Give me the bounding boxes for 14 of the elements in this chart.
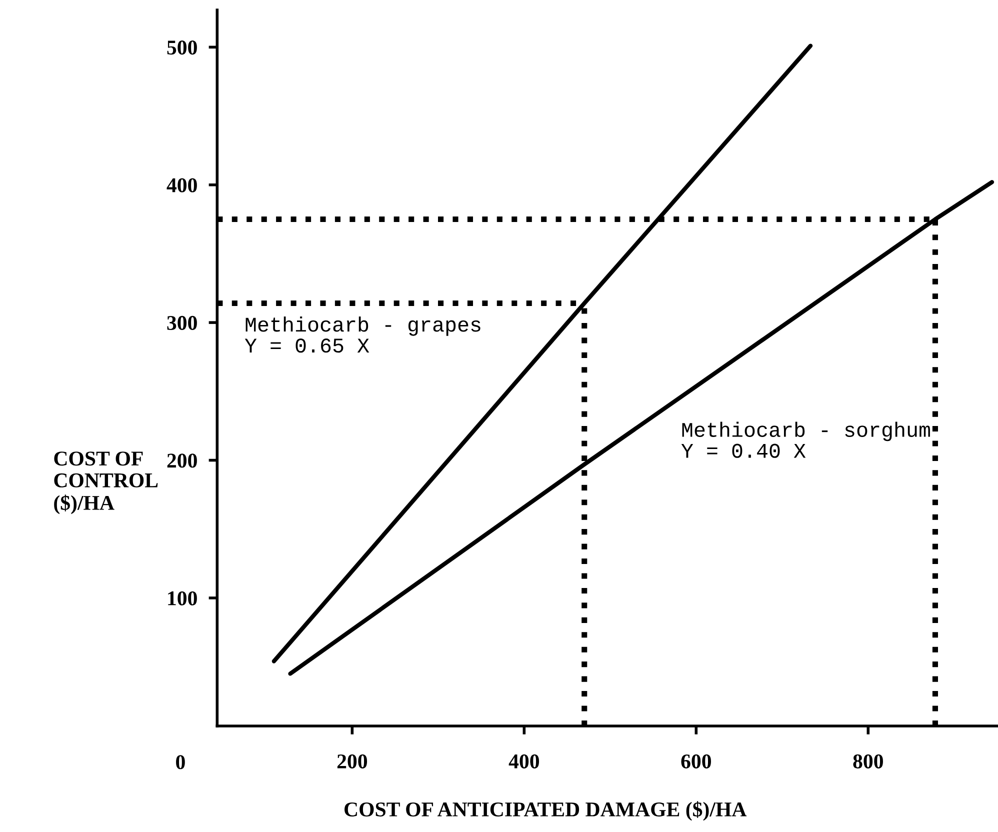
y-tick-label: 200	[167, 454, 197, 468]
y-tick-label: 400	[166, 178, 197, 192]
y-tick-label: 500	[167, 40, 197, 55]
y-tick-label: 100	[168, 591, 197, 606]
y-axis-title: COST OF CONTROL ($)/HA	[54, 452, 158, 514]
text: 0	[176, 755, 185, 770]
x-tick-label: 200	[337, 754, 368, 768]
annotation: Methiocarb - sorghum Y = 0.40 X	[681, 422, 930, 458]
x-tick-label: 600	[681, 754, 711, 768]
x-tick-label: 800	[853, 754, 883, 768]
x-axis-title: COST OF ANTICIPATED DAMAGE ($)/HA	[344, 801, 747, 821]
y-tick-label: 300	[167, 316, 197, 330]
x-tick-label: 400	[508, 754, 539, 768]
annotation: Methiocarb - grapes Y = 0.65 X	[244, 316, 480, 353]
